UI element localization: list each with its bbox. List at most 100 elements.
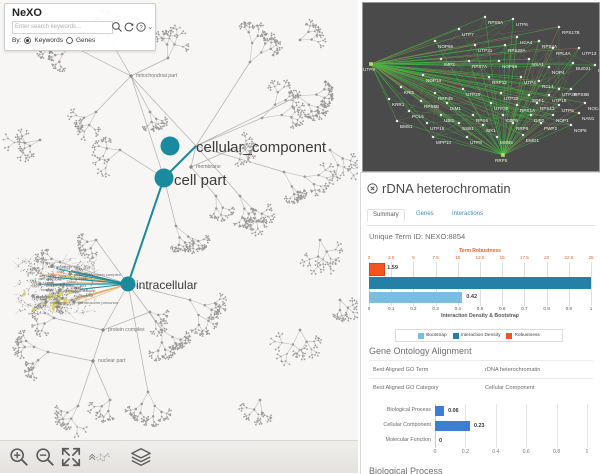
network-node[interactable] xyxy=(570,88,572,90)
tree-toolbar[interactable] xyxy=(0,440,358,473)
network-node[interactable] xyxy=(400,86,402,88)
search-icon[interactable] xyxy=(111,21,123,33)
network-node[interactable] xyxy=(440,114,442,116)
network-node[interactable] xyxy=(484,16,486,18)
network-node[interactable] xyxy=(522,134,524,136)
tab-summary[interactable]: Summary xyxy=(367,209,405,222)
zoom-out-icon[interactable] xyxy=(34,446,56,468)
network-node[interactable] xyxy=(578,47,580,49)
network-node[interactable] xyxy=(502,114,504,116)
network-node[interactable] xyxy=(520,76,522,78)
network-node[interactable] xyxy=(396,120,398,122)
tab-genes[interactable]: Genes xyxy=(411,209,439,220)
search-input[interactable]: Enter search keywords... xyxy=(12,21,113,34)
network-node[interactable] xyxy=(530,114,532,116)
go-category-bar xyxy=(435,421,470,431)
network-node[interactable] xyxy=(584,102,586,104)
network-node[interactable] xyxy=(482,124,484,126)
network-node[interactable] xyxy=(594,64,596,66)
network-node[interactable] xyxy=(432,136,434,138)
gene-label: CBF5 xyxy=(506,118,518,123)
network-node[interactable] xyxy=(408,110,410,112)
radio-keywords[interactable] xyxy=(24,37,31,44)
network-node[interactable] xyxy=(528,94,530,96)
detail-tabs[interactable]: Summary Genes Interactions xyxy=(367,209,595,226)
highlighted-node-0[interactable] xyxy=(161,137,180,156)
network-node[interactable] xyxy=(496,136,498,138)
layers-icon[interactable] xyxy=(130,446,152,468)
highlighted-node-2[interactable] xyxy=(121,277,136,292)
network-node[interactable] xyxy=(538,80,540,82)
network-node[interactable] xyxy=(369,62,373,66)
network-node[interactable] xyxy=(516,104,518,106)
network-node[interactable] xyxy=(498,60,500,62)
network-node[interactable] xyxy=(558,104,560,106)
close-circle-icon[interactable] xyxy=(367,183,378,194)
network-node[interactable] xyxy=(558,88,560,90)
term-detail-panel[interactable]: rDNA heterochromatin Summary Genes Inter… xyxy=(360,172,600,474)
network-node[interactable] xyxy=(570,124,572,126)
gridline xyxy=(591,262,592,306)
network-node[interactable] xyxy=(490,102,492,104)
network-node[interactable] xyxy=(548,66,550,68)
x-axis-tick: 0.4 xyxy=(492,449,499,455)
highlighted-node-1[interactable] xyxy=(155,169,174,188)
collapse-panel-icon[interactable]: ⌄ xyxy=(147,22,154,34)
network-node[interactable] xyxy=(552,114,554,116)
tree-graph-svg[interactable]: XXXXXXXXXXXXXXXXXXXXXXXXXXXXXXXXXXXXXXXX… xyxy=(0,0,358,473)
network-node[interactable] xyxy=(512,18,514,20)
network-node[interactable] xyxy=(458,122,460,124)
network-node[interactable] xyxy=(538,40,540,42)
network-node[interactable] xyxy=(488,76,490,78)
gene-label: UTP6 xyxy=(516,22,528,27)
unique-term-id: Unique Term ID: NEXO:8854 xyxy=(369,232,465,241)
network-node[interactable] xyxy=(548,94,550,96)
svg-text:XXXX: XXXX xyxy=(34,305,41,309)
fit-to-screen-icon[interactable] xyxy=(60,446,82,468)
network-node[interactable] xyxy=(504,44,506,46)
search-panel[interactable]: NeXO Enter search keywords... ? ⌄ By: Ke… xyxy=(4,3,156,51)
network-node[interactable] xyxy=(516,36,518,38)
network-node[interactable] xyxy=(528,58,530,60)
tree-node-label: organelle part xyxy=(56,264,80,269)
gene-label: EMG1 xyxy=(526,138,539,143)
network-node[interactable] xyxy=(462,88,464,90)
gene-label: RPS1A xyxy=(520,108,536,113)
network-node[interactable] xyxy=(434,40,436,42)
search-by-row[interactable]: By: Keywords Genes xyxy=(12,37,95,44)
network-node[interactable] xyxy=(474,44,476,46)
collapse-all-icon[interactable] xyxy=(88,446,110,468)
network-node[interactable] xyxy=(578,112,580,114)
network-node[interactable] xyxy=(466,136,468,138)
gene-label: UTP8 xyxy=(470,140,482,145)
network-node[interactable] xyxy=(468,60,470,62)
network-node[interactable] xyxy=(446,102,448,104)
network-node[interactable] xyxy=(500,92,502,94)
refresh-icon[interactable] xyxy=(123,21,135,33)
svg-text:XXXX: XXXX xyxy=(38,277,45,281)
network-node[interactable] xyxy=(458,28,460,30)
radio-genes[interactable] xyxy=(66,37,73,44)
network-node[interactable] xyxy=(420,100,422,102)
network-node[interactable] xyxy=(434,92,436,94)
gene-label: SSA1 xyxy=(532,62,544,67)
network-node[interactable] xyxy=(501,153,505,157)
help-icon[interactable]: ? xyxy=(135,21,147,33)
network-node[interactable] xyxy=(388,98,390,100)
network-node[interactable] xyxy=(572,62,574,64)
network-node[interactable] xyxy=(426,122,428,124)
tree-node-label: protein complex xyxy=(108,327,145,333)
tab-interactions[interactable]: Interactions xyxy=(447,209,488,220)
svg-text:XXXX: XXXX xyxy=(47,289,54,293)
network-node[interactable] xyxy=(440,58,442,60)
zoom-in-icon[interactable] xyxy=(8,446,30,468)
network-node[interactable] xyxy=(558,26,560,28)
network-node[interactable] xyxy=(472,114,474,116)
network-node[interactable] xyxy=(422,74,424,76)
chart-x-label: Interaction Density & Bootstrap xyxy=(369,313,591,319)
gene-label: NOP6 xyxy=(574,128,587,133)
